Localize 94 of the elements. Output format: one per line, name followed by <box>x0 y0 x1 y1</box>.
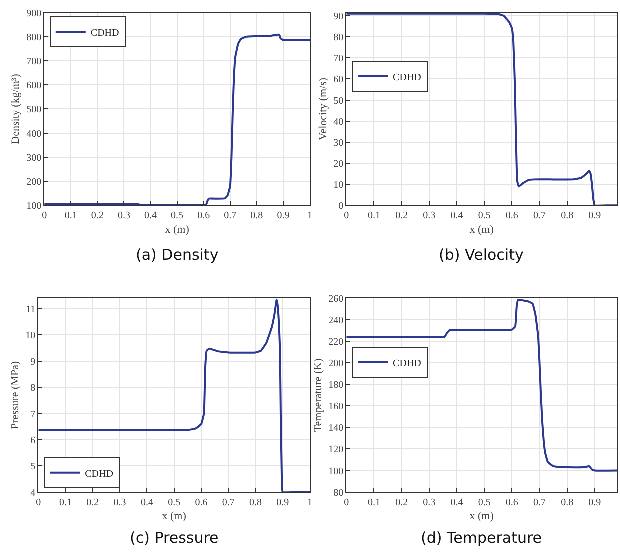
x-tick-label: 0.5 <box>478 497 491 508</box>
legend-label: CDHD <box>90 28 120 40</box>
x-tick-label: 0.7 <box>222 497 235 508</box>
x-axis-title: x (m) <box>470 510 494 523</box>
x-tick-label: 0.4 <box>144 210 158 222</box>
y-tick-label: 20 <box>334 158 344 170</box>
x-tick-label: 0.2 <box>396 497 408 508</box>
x-tick-label: 0.3 <box>423 497 436 508</box>
y-axis-title: Pressure (MPa) <box>9 361 22 430</box>
x-tick-label: 0.1 <box>368 210 380 222</box>
y-tick-label: 260 <box>328 294 344 306</box>
line-series <box>346 12 617 206</box>
legend-label: CDHD <box>393 358 422 370</box>
y-tick-label: 300 <box>26 152 42 164</box>
y-tick-label: 600 <box>26 80 42 92</box>
text: (d) Temperature <box>421 529 542 547</box>
text: (c) Pressure <box>130 529 219 547</box>
y-tick-label: 140 <box>328 423 344 434</box>
x-tick-label: 0.4 <box>140 497 154 508</box>
x-tick-label: 0.2 <box>91 210 104 222</box>
y-tick-label: 100 <box>328 466 344 478</box>
x-tick-label: 0.3 <box>423 210 436 222</box>
x-tick-label: 0.6 <box>198 210 210 222</box>
y-tick-label: 90 <box>334 11 344 22</box>
y-tick-label: 200 <box>26 177 42 188</box>
x-tick-label: 0.8 <box>249 497 262 508</box>
x-tick-label: 0.5 <box>478 210 491 222</box>
x-tick-label: 0.1 <box>368 497 380 508</box>
x-tick-label: 0.3 <box>114 497 126 508</box>
x-tick-label: 1 <box>308 210 313 222</box>
x-tick-label: 0.2 <box>396 210 408 222</box>
x-tick-label: 0.8 <box>561 497 574 508</box>
y-tick-label: 6 <box>30 435 36 446</box>
line-series <box>346 299 617 472</box>
legend-label: CDHD <box>85 468 114 480</box>
y-axis-title: Temperature (K) <box>312 358 324 432</box>
y-axis-title: Density (kg/m³) <box>10 74 22 144</box>
line-series <box>38 298 310 492</box>
y-tick-label: 80 <box>334 32 344 44</box>
y-tick-label: 700 <box>26 56 42 68</box>
y-tick-label: 9 <box>30 356 36 368</box>
y-tick-label: 30 <box>334 138 344 149</box>
y-tick-label: 10 <box>26 330 36 342</box>
x-tick-label: 0.5 <box>171 210 184 222</box>
y-tick-label: 400 <box>26 128 42 140</box>
x-tick-label: 0.9 <box>277 210 290 222</box>
x-tick-label: 1 <box>308 497 312 508</box>
y-tick-label: 120 <box>328 444 344 456</box>
x-tick-label: 0.8 <box>250 210 264 222</box>
x-axis-title: x (m) <box>165 224 190 236</box>
x-tick-label: 0.1 <box>60 497 72 508</box>
x-tick-label: 0.6 <box>195 497 208 508</box>
y-tick-label: 8 <box>30 383 36 394</box>
legend-label: CDHD <box>393 72 422 84</box>
y-tick-label: 200 <box>328 358 344 370</box>
y-tick-label: 70 <box>334 54 344 65</box>
y-tick-label: 50 <box>334 96 344 107</box>
x-tick-label: 0.9 <box>588 210 602 222</box>
x-axis-title: x (m) <box>162 510 187 523</box>
y-tick-label: 10 <box>334 180 344 192</box>
y-tick-label: 40 <box>334 116 344 128</box>
y-tick-label: 4 <box>30 488 36 499</box>
y-tick-label: 100 <box>26 201 42 212</box>
y-tick-label: 11 <box>26 304 36 316</box>
x-tick-label: 0.7 <box>224 210 237 222</box>
y-tick-label: 7 <box>30 409 36 420</box>
y-tick-label: 60 <box>334 74 344 86</box>
x-tick-label: 0.8 <box>561 210 574 222</box>
x-tick-label: 0.2 <box>86 497 100 508</box>
x-tick-label: 0.9 <box>276 497 290 508</box>
x-tick-label: 0.6 <box>506 210 518 222</box>
x-tick-label: 0.7 <box>534 497 546 508</box>
y-tick-label: 5 <box>30 462 36 473</box>
y-axis-title: Velocity (m/s) <box>317 78 330 141</box>
x-tick-label: 0.6 <box>506 497 518 508</box>
y-tick-label: 500 <box>26 104 42 116</box>
x-tick-label: 0.1 <box>64 210 78 222</box>
y-tick-label: 900 <box>26 8 42 20</box>
x-tick-label: 0.5 <box>168 497 181 508</box>
x-axis-title: x (m) <box>470 224 494 236</box>
text: (b) Velocity <box>439 246 524 264</box>
y-tick-label: 180 <box>328 380 344 392</box>
x-tick-label: 0.4 <box>450 497 464 508</box>
x-tick-label: 0.3 <box>118 210 130 222</box>
y-tick-label: 160 <box>328 402 344 413</box>
y-tick-label: 0 <box>338 201 344 212</box>
y-tick-label: 800 <box>26 32 42 44</box>
x-tick-label: 0.7 <box>534 210 546 222</box>
y-tick-label: 240 <box>328 316 344 327</box>
x-tick-label: 0.4 <box>450 210 464 222</box>
y-tick-label: 80 <box>334 488 344 499</box>
y-tick-label: 220 <box>328 337 344 348</box>
x-tick-label: 0.9 <box>588 497 602 508</box>
text: (a) Density <box>136 246 219 264</box>
